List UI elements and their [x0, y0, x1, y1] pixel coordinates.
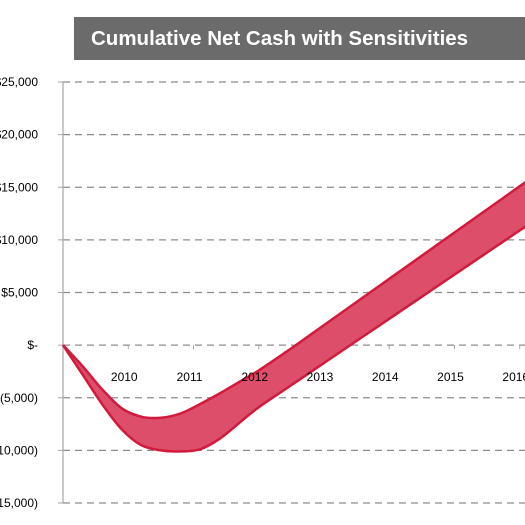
y-tick-label: $(5,000) [0, 391, 38, 405]
x-tick-label: 2015 [437, 370, 464, 384]
y-tick-label: $15,000 [0, 180, 38, 194]
chart-title-banner: Cumulative Net Cash with Sensitivities [74, 17, 525, 60]
y-tick-label: $(10,000) [0, 443, 38, 457]
grid-layer [63, 81, 525, 504]
x-tick-label: 2010 [111, 370, 138, 384]
upper-bound-line [62, 180, 525, 420]
y-tick-label: $(15,000) [0, 496, 38, 510]
y-tick-labels: $(15,000) $(10,000) $(5,000) $- $5,000 $10,00… [0, 75, 38, 510]
x-tick-label: 2011 [177, 370, 203, 384]
y-tick-label: $5,000 [1, 286, 38, 300]
axis-layer [58, 81, 521, 504]
y-tick-label: $- [27, 338, 38, 352]
y-tick-label: $10,000 [0, 233, 38, 247]
x-tick-label: 2016 [502, 370, 525, 384]
y-tick-label: $20,000 [0, 128, 38, 142]
lower-bound-line [61, 225, 525, 453]
y-tick-label: $25,000 [0, 75, 38, 89]
chart-title: Cumulative Net Cash with Sensitivities [91, 26, 469, 50]
x-tick-label: 2012 [241, 370, 268, 384]
x-tick-label: 2014 [372, 370, 399, 384]
x-tick-labels: 2010 2011 2012 2013 2014 2015 2016 [111, 370, 525, 384]
band-layer [61, 180, 525, 453]
x-tick-label: 2013 [307, 370, 334, 384]
